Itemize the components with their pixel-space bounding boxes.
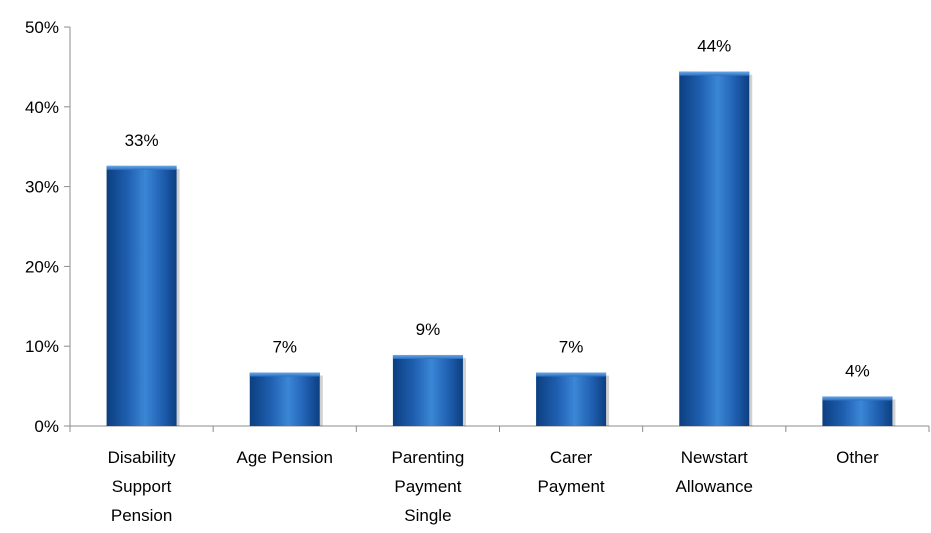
bar-top bbox=[249, 372, 320, 377]
x-category-label-line: Pension bbox=[111, 506, 172, 525]
y-tick-label: 40% bbox=[25, 98, 59, 117]
y-tick-label: 30% bbox=[25, 178, 59, 197]
data-label: 9% bbox=[416, 320, 441, 339]
x-category-label-line: Age Pension bbox=[237, 448, 333, 467]
bar bbox=[679, 71, 750, 427]
data-label: 4% bbox=[845, 361, 870, 380]
data-label: 7% bbox=[272, 338, 297, 357]
bar bbox=[106, 165, 177, 427]
bar bbox=[249, 372, 320, 426]
x-category-label: Other bbox=[836, 448, 879, 467]
axes bbox=[64, 26, 930, 432]
data-label: 33% bbox=[125, 131, 159, 150]
x-category-label-line: Single bbox=[404, 506, 451, 525]
x-category-label: Age Pension bbox=[237, 448, 333, 467]
bar-top bbox=[679, 71, 750, 76]
x-category-label-line: Parenting bbox=[392, 448, 465, 467]
x-category-label-line: Other bbox=[836, 448, 879, 467]
y-tick-label: 10% bbox=[25, 337, 59, 356]
x-category-label-line: Allowance bbox=[676, 477, 754, 496]
bar-top bbox=[106, 165, 177, 170]
bar bbox=[822, 396, 893, 426]
bar-top bbox=[392, 354, 463, 359]
x-category-label: Parenting Payment Single bbox=[392, 448, 465, 525]
x-category-label: Carer Payment bbox=[538, 448, 605, 496]
x-category-label-line: Payment bbox=[538, 477, 605, 496]
bar-top bbox=[536, 372, 607, 377]
x-category-label-line: Carer bbox=[550, 448, 593, 467]
y-tick-label: 50% bbox=[25, 18, 59, 37]
x-category-label-line: Newstart bbox=[681, 448, 748, 467]
y-tick-label: 0% bbox=[34, 417, 59, 436]
bars bbox=[106, 71, 896, 427]
bar-top bbox=[822, 396, 893, 401]
x-category-label: Newstart Allowance bbox=[676, 448, 754, 496]
bar bbox=[536, 372, 607, 426]
x-category-label-line: Disability bbox=[108, 448, 177, 467]
x-category-label-line: Payment bbox=[394, 477, 461, 496]
data-label: 7% bbox=[559, 338, 584, 357]
bar bbox=[392, 354, 463, 426]
x-category-label: Disability Support Pension bbox=[108, 448, 177, 525]
y-tick-label: 20% bbox=[25, 257, 59, 276]
x-category-label-line: Support bbox=[112, 477, 172, 496]
data-label: 44% bbox=[697, 37, 731, 56]
labels: 0% 10% 20% 30% 40% 50% 33% Disability Support Pen… bbox=[25, 18, 879, 525]
